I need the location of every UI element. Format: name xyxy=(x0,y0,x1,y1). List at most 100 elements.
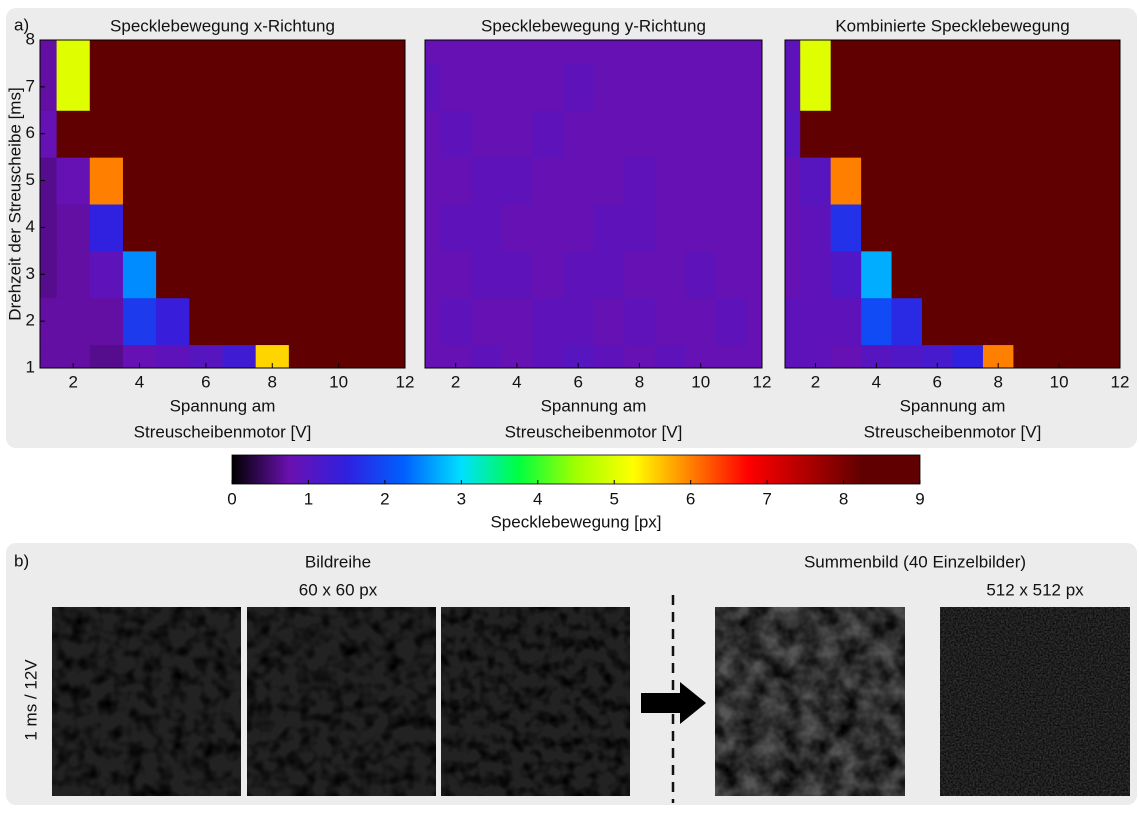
cell xyxy=(892,63,923,110)
cell xyxy=(563,298,594,345)
cell xyxy=(922,298,953,345)
series-size: 60 x 60 px xyxy=(299,580,378,599)
cell xyxy=(471,157,502,204)
cell xyxy=(624,63,655,110)
cell xyxy=(831,110,862,157)
cell xyxy=(716,298,747,345)
colorbar-tick-label: 9 xyxy=(915,489,924,508)
colorbar-tick-label: 5 xyxy=(609,489,618,508)
cells xyxy=(410,17,778,392)
cell xyxy=(289,251,323,298)
cell xyxy=(716,251,747,298)
x-tick-label: 8 xyxy=(268,372,277,391)
cell xyxy=(800,157,831,204)
cell xyxy=(922,204,953,251)
cell xyxy=(1044,63,1075,110)
cell xyxy=(922,110,953,157)
cell xyxy=(189,251,223,298)
cell xyxy=(624,204,655,251)
cell xyxy=(123,63,157,110)
cell xyxy=(716,63,747,110)
cell xyxy=(624,157,655,204)
cell xyxy=(440,298,471,345)
speckle-texture xyxy=(52,607,241,796)
cell xyxy=(861,298,892,345)
cell xyxy=(355,157,389,204)
cell xyxy=(1044,157,1075,204)
cell xyxy=(471,110,502,157)
cell xyxy=(563,251,594,298)
cell xyxy=(471,251,502,298)
cell xyxy=(355,251,389,298)
cell xyxy=(90,63,124,110)
cell xyxy=(223,251,257,298)
cell xyxy=(892,204,923,251)
x-tick-label: 8 xyxy=(635,372,644,391)
x-axis-label: Spannung am xyxy=(900,396,1006,415)
y-tick-label: 7 xyxy=(26,76,35,95)
colorbar-label: Specklebewegung [px] xyxy=(490,512,661,531)
cell xyxy=(502,157,533,204)
colorbar: 0123456789Specklebewegung [px] xyxy=(227,455,924,531)
cell xyxy=(685,157,716,204)
cell xyxy=(594,63,625,110)
cell xyxy=(471,204,502,251)
x-tick-label: 4 xyxy=(135,372,144,391)
panel-label: b) xyxy=(14,551,29,570)
cell xyxy=(1013,204,1044,251)
x-tick-label: 8 xyxy=(993,372,1002,391)
cell xyxy=(892,157,923,204)
cell xyxy=(90,204,124,251)
cell xyxy=(156,204,190,251)
cell xyxy=(502,251,533,298)
cell xyxy=(256,204,290,251)
cell xyxy=(800,251,831,298)
cell xyxy=(532,251,563,298)
row-label: 1 ms / 12V xyxy=(21,659,40,741)
cell xyxy=(1044,110,1075,157)
cell xyxy=(289,157,323,204)
x-tick-label: 2 xyxy=(68,372,77,391)
cell xyxy=(440,204,471,251)
cell xyxy=(532,110,563,157)
cell xyxy=(189,110,223,157)
x-tick-label: 6 xyxy=(933,372,942,391)
cell xyxy=(831,204,862,251)
cell xyxy=(953,63,984,110)
cell xyxy=(800,298,831,345)
cell xyxy=(322,204,356,251)
cell xyxy=(322,251,356,298)
cell xyxy=(289,110,323,157)
cell xyxy=(90,298,124,345)
cell xyxy=(256,63,290,110)
cell xyxy=(624,110,655,157)
cell xyxy=(156,110,190,157)
cell xyxy=(1074,110,1105,157)
cell xyxy=(289,63,323,110)
cell xyxy=(90,157,124,204)
x-tick-label: 12 xyxy=(1111,372,1130,391)
y-tick-label: 8 xyxy=(26,29,35,48)
cell xyxy=(1013,110,1044,157)
cell xyxy=(892,251,923,298)
cell xyxy=(624,298,655,345)
cell xyxy=(716,204,747,251)
cell xyxy=(440,110,471,157)
cell xyxy=(355,63,389,110)
cell xyxy=(256,298,290,345)
colorbar-tick-label: 8 xyxy=(839,489,848,508)
cell xyxy=(123,298,157,345)
cell xyxy=(685,298,716,345)
cell xyxy=(322,157,356,204)
cell xyxy=(123,110,157,157)
speckle-images xyxy=(52,607,1130,796)
cell xyxy=(716,157,747,204)
cell xyxy=(716,110,747,157)
cell xyxy=(57,298,91,345)
cell xyxy=(57,110,91,157)
cell xyxy=(861,157,892,204)
x-axis-label: Streuscheibenmotor [V] xyxy=(505,422,683,441)
speckle-texture xyxy=(441,607,630,796)
cell xyxy=(532,298,563,345)
x-tick-label: 4 xyxy=(512,372,521,391)
